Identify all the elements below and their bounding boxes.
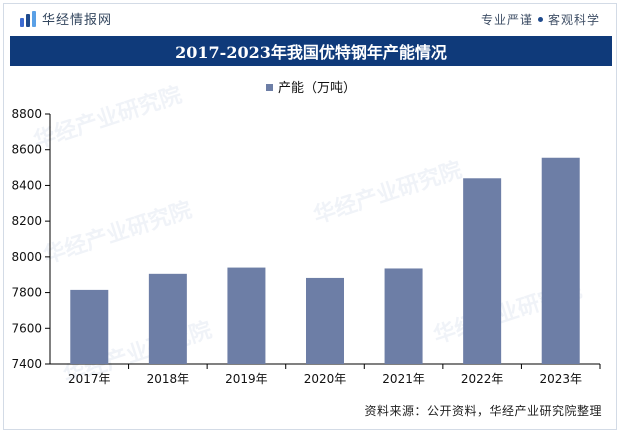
x-tick-label: 2020年 — [304, 372, 347, 386]
bar — [148, 273, 187, 364]
x-tick-label: 2019年 — [225, 372, 268, 386]
bar — [70, 289, 109, 364]
x-tick-label: 2022年 — [461, 372, 504, 386]
legend-swatch — [266, 84, 273, 91]
slogan: 专业严谨 客观科学 — [481, 11, 600, 28]
y-tick-label: 8200 — [11, 214, 42, 228]
y-tick-label: 8000 — [11, 250, 42, 264]
x-tick-label: 2023年 — [539, 372, 582, 386]
bar — [463, 178, 502, 364]
brand: 华经情报网 — [20, 9, 112, 28]
chart-frame — [3, 3, 617, 430]
top-bar: 华经情报网 专业严谨 客观科学 — [0, 0, 622, 36]
slogan-right: 客观科学 — [547, 13, 600, 27]
y-tick-label: 7400 — [11, 357, 42, 371]
bar — [306, 277, 344, 364]
source-note: 资料来源：公开资料，华经产业研究院整理 — [364, 404, 602, 418]
bar — [541, 157, 580, 364]
bar — [384, 268, 423, 364]
y-tick-label: 8600 — [11, 143, 42, 157]
y-tick-label: 7600 — [11, 321, 42, 335]
brand-name: 华经情报网 — [42, 13, 113, 28]
x-tick-label: 2017年 — [68, 372, 111, 386]
y-tick-label: 8800 — [11, 107, 42, 121]
bar — [227, 267, 266, 364]
x-tick-label: 2021年 — [382, 372, 425, 386]
legend-label: 产能（万吨） — [278, 81, 356, 96]
y-tick-label: 8400 — [11, 178, 42, 192]
logo-icon — [20, 10, 36, 27]
x-tick-label: 2018年 — [147, 372, 190, 386]
bullet-dot-icon — [537, 17, 543, 22]
slogan-left: 专业严谨 — [480, 13, 533, 27]
y-tick-label: 7800 — [11, 286, 42, 300]
chart-title: 2017-2023年我国优特钢年产能情况 — [175, 43, 447, 62]
chart-title-bar: 2017-2023年我国优特钢年产能情况 — [10, 36, 612, 66]
